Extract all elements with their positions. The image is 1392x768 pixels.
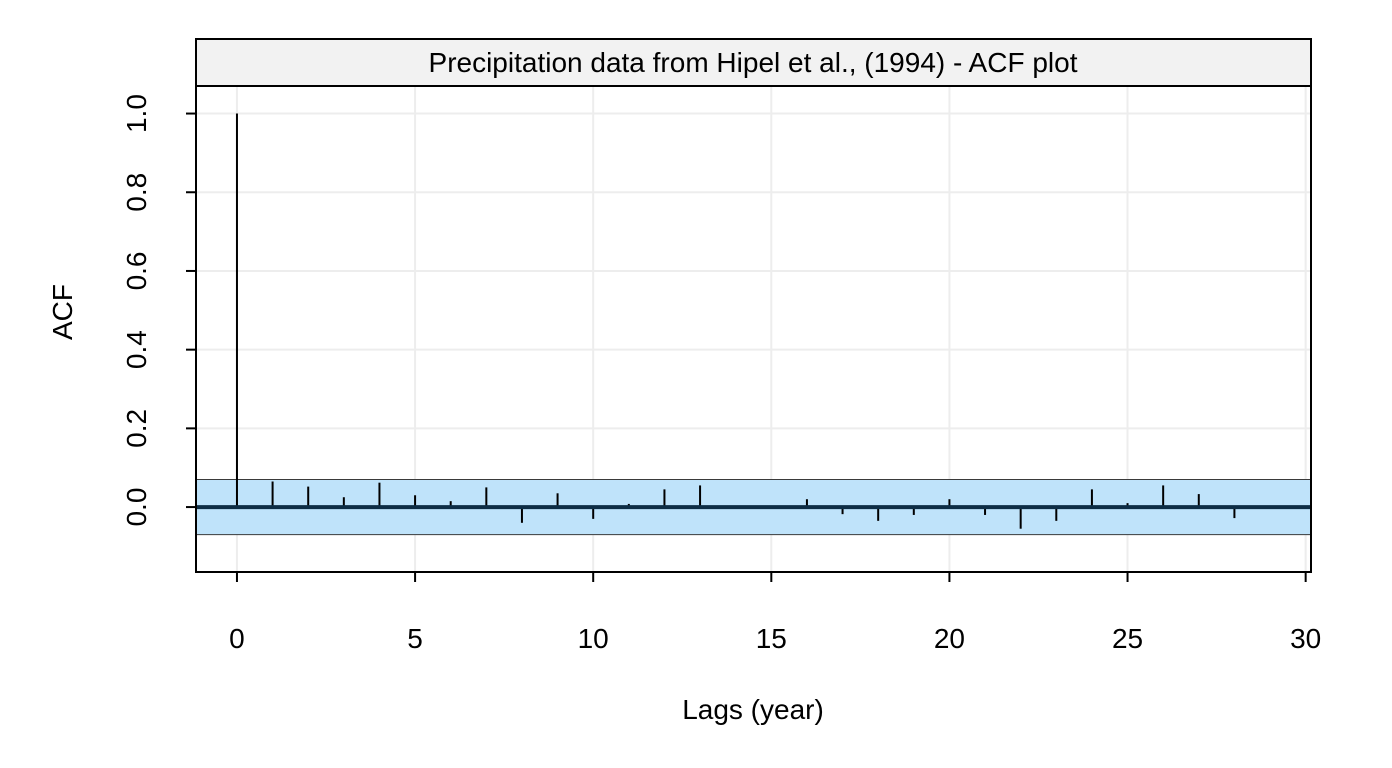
x-axis: 0 5 10 15 20 25 30 bbox=[229, 572, 1321, 654]
y-tick-label: 0.2 bbox=[121, 409, 152, 448]
y-tick-label: 0.4 bbox=[121, 330, 152, 369]
y-tick-label: 0.6 bbox=[121, 251, 152, 290]
y-axis: 0.0 0.2 0.4 0.6 0.8 1.0 bbox=[121, 94, 196, 527]
x-tick-label: 25 bbox=[1112, 623, 1143, 654]
chart-title: Precipitation data from Hipel et al., (1… bbox=[429, 47, 1078, 78]
title-strip bbox=[195, 38, 1312, 87]
plot-frame bbox=[195, 85, 1312, 573]
x-axis-title: Lags (year) bbox=[682, 694, 824, 725]
x-tick-label: 30 bbox=[1290, 623, 1321, 654]
x-tick-label: 20 bbox=[934, 623, 965, 654]
x-tick-label: 5 bbox=[407, 623, 423, 654]
acf-spikes bbox=[235, 113, 1236, 529]
y-tick-label: 0.0 bbox=[121, 488, 152, 527]
y-tick-label: 0.8 bbox=[121, 173, 152, 212]
y-axis-title: ACF bbox=[47, 284, 78, 340]
y-tick-label: 1.0 bbox=[121, 94, 152, 133]
x-tick-label: 0 bbox=[229, 623, 245, 654]
x-tick-label: 15 bbox=[756, 623, 787, 654]
x-tick-label: 10 bbox=[578, 623, 609, 654]
